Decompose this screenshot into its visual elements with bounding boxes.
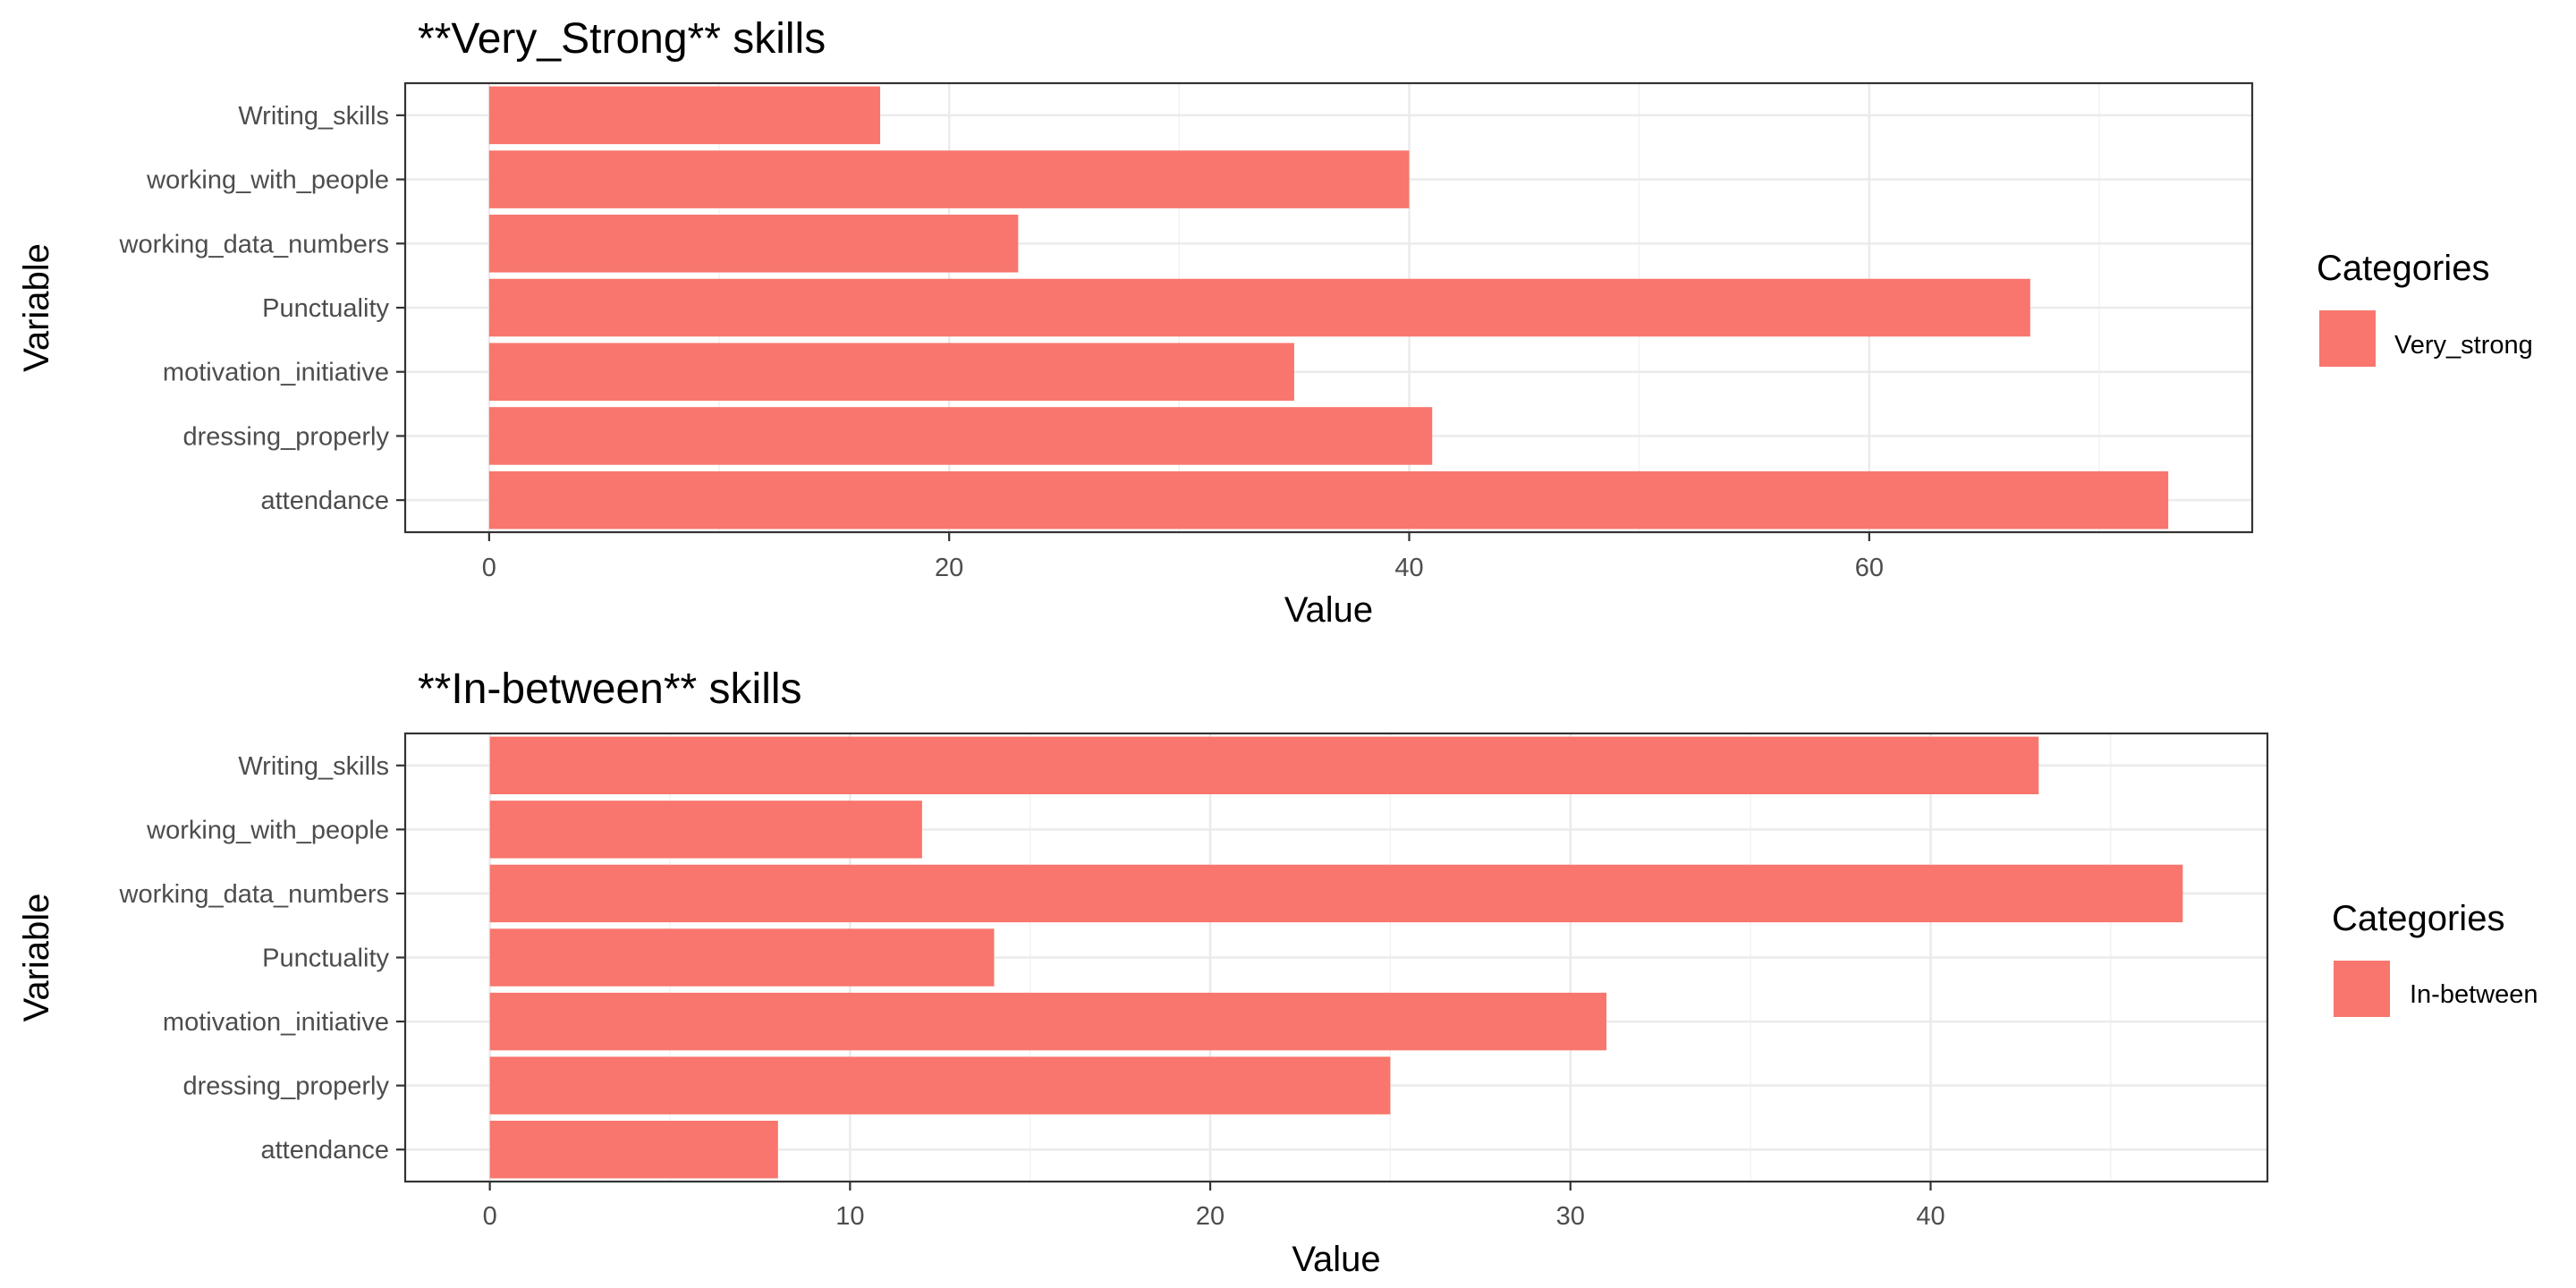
y-tick-label: attendance — [260, 487, 389, 515]
bar-Writing_skills — [489, 736, 2039, 794]
y-tick-label: Writing_skills — [238, 752, 389, 781]
bar-attendance — [488, 470, 2169, 530]
bar-working_data_numbers — [489, 864, 2183, 923]
legend-title: Categories — [2317, 249, 2489, 288]
x-tick-label: 20 — [935, 554, 963, 582]
y-tick-label: dressing_properly — [182, 422, 389, 451]
chart-panel-2: **In-between** skills attendance dressing_… — [17, 665, 2538, 1279]
y-tick-label: Punctuality — [262, 945, 389, 973]
legend-label: In-between — [2410, 980, 2538, 1009]
y-tick-label: working_with_people — [146, 166, 389, 195]
legend-key — [2334, 961, 2390, 1017]
legend-label: Very_strong — [2394, 331, 2533, 360]
legend-key — [2319, 310, 2376, 367]
y-axis-title: Variable — [17, 243, 56, 372]
y-axis-title: Variable — [17, 894, 56, 1022]
y-tick-label: motivation_initiative — [163, 1008, 389, 1037]
x-tick-label: 40 — [1394, 554, 1423, 582]
x-axis-title: Value — [1292, 1240, 1380, 1279]
x-tick-label: 0 — [482, 554, 496, 582]
chart-panel-1: **Very_Strong** skills attendance dressing… — [17, 15, 2533, 630]
y-tick-label: Punctuality — [262, 294, 389, 323]
y-tick-label: working_data_numbers — [119, 230, 389, 258]
bar-Writing_skills — [488, 86, 881, 145]
y-tick-label: working_with_people — [146, 816, 389, 844]
bar-attendance — [489, 1121, 778, 1179]
bar-Punctuality — [489, 928, 995, 987]
x-tick-label: 40 — [1916, 1202, 1945, 1231]
bar-dressing_properly — [489, 1056, 1391, 1114]
bar-motivation_initiative — [488, 343, 1294, 401]
y-tick-label: dressing_properly — [182, 1072, 389, 1101]
y-tick-label: motivation_initiative — [163, 359, 389, 387]
chart-title: **In-between** skills — [418, 665, 802, 713]
bar-working_data_numbers — [488, 215, 1019, 273]
x-tick-label: 0 — [483, 1202, 497, 1231]
x-tick-label: 30 — [1556, 1202, 1585, 1231]
bar-Punctuality — [488, 278, 2030, 337]
y-tick-label: Writing_skills — [238, 102, 389, 131]
bar-working_with_people — [488, 150, 1410, 208]
chart-title: **Very_Strong** skills — [418, 15, 826, 63]
x-axis-title: Value — [1284, 590, 1373, 630]
legend-title: Categories — [2332, 899, 2504, 938]
x-tick-label: 10 — [835, 1202, 864, 1231]
y-tick-label: attendance — [260, 1136, 389, 1165]
bar-motivation_initiative — [489, 992, 1607, 1051]
x-tick-label: 20 — [1196, 1202, 1224, 1231]
bar-working_with_people — [489, 801, 922, 859]
x-tick-label: 60 — [1855, 554, 1884, 582]
y-tick-label: working_data_numbers — [119, 880, 389, 909]
bar-dressing_properly — [488, 407, 1433, 465]
